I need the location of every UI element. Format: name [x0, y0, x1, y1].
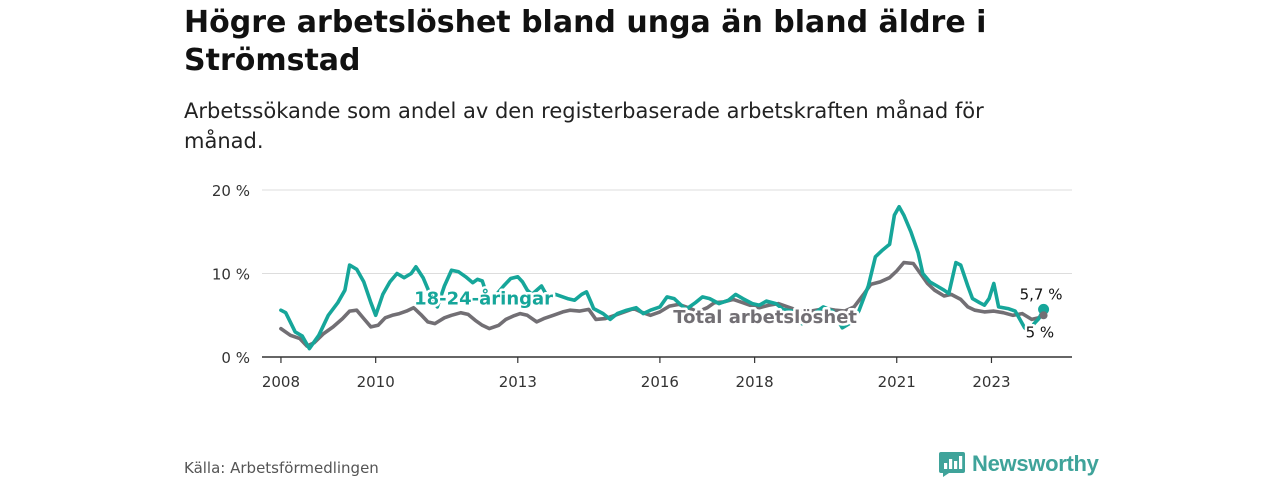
chart-subtitle: Arbetssökande som andel av den registerb… [184, 99, 984, 153]
x-tick-label: 2010 [357, 373, 395, 391]
x-tick-label: 2013 [499, 373, 537, 391]
end-value-total: 5 % [1026, 323, 1055, 341]
gridlines [262, 189, 1072, 274]
series-lines [279, 204, 1050, 351]
series-label-total: Total arbetslöshet [673, 307, 857, 328]
brand-name: Newsworthy [972, 451, 1099, 476]
x-tick-label: 2008 [262, 373, 300, 391]
series-labels: 18-24-åringar Total arbetslöshet 5,7 % 5 % [412, 283, 1065, 344]
x-tick-label: 2016 [641, 373, 679, 391]
end-marker-total [1039, 311, 1048, 320]
source-note: Källa: Arbetsförmedlingen [184, 459, 379, 477]
series-line-youth [279, 204, 1046, 351]
x-tick-label: 2018 [736, 373, 774, 391]
x-axis-ticks: 2008 2010 2013 2016 2018 2021 2023 [262, 357, 1011, 391]
series-label-youth: 18-24-åringar [414, 288, 553, 310]
line-chart: 0 % 10 % 20 % 2008 2010 2013 2016 2018 2021 2023… [212, 182, 1072, 391]
x-tick-label: 2023 [972, 373, 1010, 391]
y-tick-label: 10 % [212, 266, 250, 284]
y-tick-label: 0 % [221, 349, 250, 367]
brand-logo[interactable]: Newsworthy [938, 450, 1099, 478]
end-marker-youth [1038, 303, 1050, 315]
newsworthy-chart-icon [939, 452, 965, 477]
y-axis-ticks: 0 % 10 % 20 % [212, 182, 250, 367]
end-value-youth: 5,7 % [1020, 285, 1063, 303]
y-tick-label: 20 % [212, 182, 250, 200]
x-tick-label: 2021 [878, 373, 916, 391]
chart-title: Högre arbetslöshet bland unga än bland ä… [184, 5, 987, 78]
